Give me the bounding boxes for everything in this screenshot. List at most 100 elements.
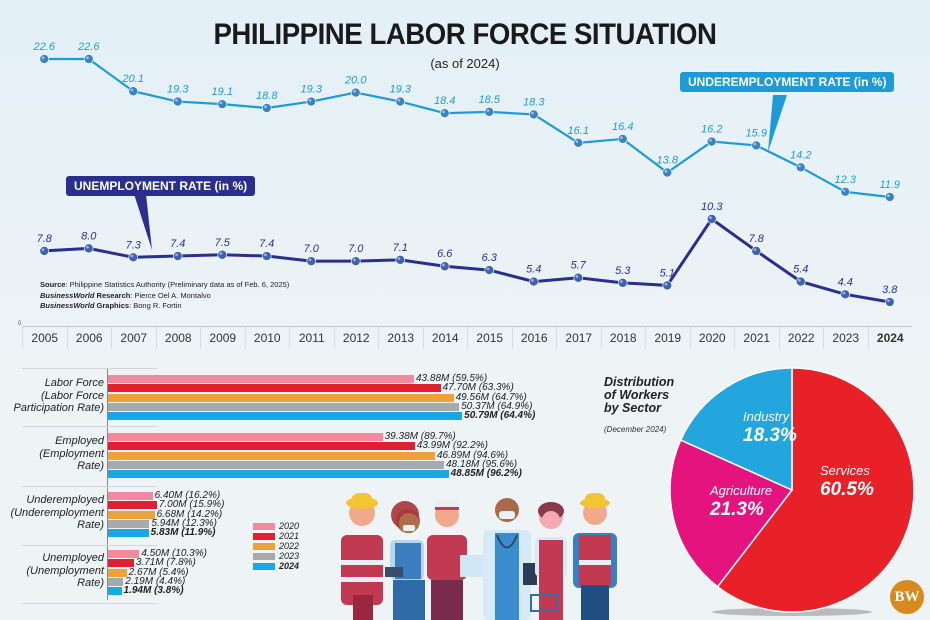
data-point xyxy=(573,272,584,283)
x-axis-label: 2024 xyxy=(867,327,913,349)
data-point xyxy=(350,256,361,266)
data-label: 15.9 xyxy=(746,127,767,139)
bar-row: 5.83M (11.9%) xyxy=(108,527,216,539)
bar xyxy=(108,433,383,441)
bar-row: 48.85M (96.2%) xyxy=(108,468,522,480)
data-point xyxy=(706,136,717,147)
x-axis-label: 2019 xyxy=(645,327,690,349)
x-axis-label: 2012 xyxy=(333,327,379,349)
data-point xyxy=(306,96,317,107)
bar-row: 43.88M (59.5%) xyxy=(108,374,487,384)
pie-slice-label: Industry xyxy=(743,409,791,424)
x-axis-label: 2015 xyxy=(467,327,512,349)
data-label: 5.7 xyxy=(571,260,587,272)
data-label: 20.1 xyxy=(122,73,144,85)
data-point xyxy=(573,138,584,148)
legend-swatch xyxy=(253,522,275,530)
x-axis-line xyxy=(22,326,912,327)
x-axis-labels: 2005 2006 2007 2008 2009 2010 2011 2012 2013 2014… xyxy=(22,327,912,349)
line-chart: 22.6 22.6 20.1 19.3 19.1 18.8 19.3 20.0 19.3 18.4… xyxy=(33,41,900,307)
data-point xyxy=(350,87,361,98)
data-point xyxy=(83,243,94,254)
data-label: 5.1 xyxy=(660,267,675,279)
bar-chart-axis xyxy=(107,368,108,600)
data-label: 20.0 xyxy=(344,75,367,87)
x-axis-label: 2018 xyxy=(600,327,646,349)
data-point xyxy=(484,107,495,117)
bar-value-label: 5.94M (12.3%) xyxy=(151,517,218,529)
data-label: 22.6 xyxy=(33,41,56,53)
x-axis-label: 2009 xyxy=(200,327,245,349)
x-axis-label: 2005 xyxy=(22,327,67,349)
bar-row: 5.94M (12.3%) xyxy=(108,517,218,529)
bar-value-label: 2.67M (5.4%) xyxy=(128,566,189,578)
data-point xyxy=(840,289,851,300)
pie-slice-industry xyxy=(679,367,793,492)
bar-value-label: 6.68M (14.2%) xyxy=(156,508,223,520)
worker-clerk-icon xyxy=(530,502,567,620)
data-point xyxy=(39,54,50,64)
data-label: 13.8 xyxy=(657,154,679,166)
bar-value-label: 48.18M (95.6%) xyxy=(445,458,518,470)
bar xyxy=(108,550,140,558)
x-axis-label: 2008 xyxy=(155,327,201,349)
pie-subtitle: (December 2024) xyxy=(604,425,667,434)
bar-group-label: Labor Force (Labor Force Participation Rat… xyxy=(13,377,105,414)
bar-row: 49.56M (64.7%) xyxy=(108,392,527,402)
group-separator xyxy=(22,486,157,487)
group-separator xyxy=(22,368,157,369)
page-subtitle: (as of 2024) xyxy=(430,56,500,71)
data-point xyxy=(706,214,717,224)
pie-slice-value: 60.5% xyxy=(820,479,874,500)
x-axis-label: 2022 xyxy=(778,327,824,349)
bar-value-label: 48.85M (96.2%) xyxy=(450,468,522,480)
pie-slice-label: Agriculture xyxy=(709,483,772,498)
data-label: 5.4 xyxy=(793,264,808,276)
bar-value-label: 5.83M (11.9%) xyxy=(150,527,216,539)
legend-swatch xyxy=(253,562,275,570)
data-point xyxy=(662,167,673,178)
x-axis-label: 2007 xyxy=(111,327,156,349)
legend-label: 2024 xyxy=(279,561,300,571)
data-label: 16.2 xyxy=(701,124,722,136)
bar xyxy=(108,492,153,500)
data-label: 18.3 xyxy=(523,96,545,108)
data-label: 14.2 xyxy=(790,149,811,161)
data-point xyxy=(617,134,628,144)
bar-value-label: 47.70M (63.3%) xyxy=(442,382,514,394)
bar-value-label: 2.19M (4.4%) xyxy=(125,575,186,587)
legend-swatch xyxy=(253,552,275,560)
x-axis-label: 2013 xyxy=(378,327,423,349)
data-label: 19.3 xyxy=(390,84,412,96)
data-point xyxy=(528,276,539,287)
worker-delivery-icon xyxy=(427,500,490,620)
legend-item: 2022 xyxy=(253,541,299,551)
data-label: 16.1 xyxy=(568,125,589,137)
worker-doctor-icon xyxy=(483,498,537,620)
bar-value-label: 3.71M (7.8%) xyxy=(135,557,196,569)
data-point xyxy=(217,249,228,260)
x-axis-label: 2020 xyxy=(689,327,735,349)
data-point xyxy=(617,278,628,288)
legend-swatch xyxy=(253,542,275,550)
data-label: 7.0 xyxy=(348,243,364,255)
data-label: 7.0 xyxy=(304,243,320,255)
bar-row: 1.94M (3.8%) xyxy=(108,586,184,596)
data-point xyxy=(261,103,272,113)
x-axis-label: 2014 xyxy=(422,327,468,349)
source-line: Source: Philippine Statistics Authority … xyxy=(40,280,290,289)
bar xyxy=(108,412,463,421)
data-point xyxy=(439,108,450,118)
legend-item: 2021 xyxy=(253,531,299,541)
data-label: 6.3 xyxy=(482,252,498,264)
legend-swatch xyxy=(253,532,275,540)
bar xyxy=(108,442,415,451)
bar-row: 47.70M (63.3%) xyxy=(108,382,514,394)
data-label: 7.3 xyxy=(126,239,142,251)
bar xyxy=(108,568,127,577)
page-title: PHILIPPINE LABOR FORCE SITUATION xyxy=(213,18,717,51)
data-point xyxy=(128,252,139,263)
bar-group-label: Employed (Employment Rate) xyxy=(39,435,104,472)
bar-row: 50.79M (64.4%) xyxy=(108,411,535,421)
bar xyxy=(108,510,155,519)
